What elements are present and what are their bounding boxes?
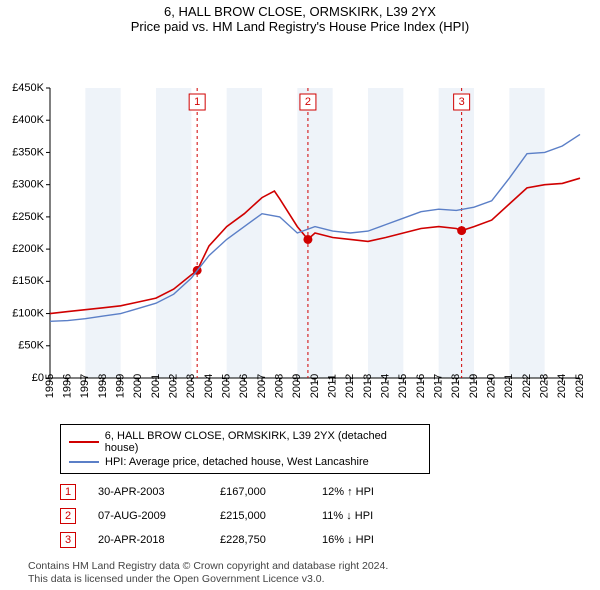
svg-text:2022: 2022 [521, 374, 533, 398]
svg-text:2013: 2013 [362, 374, 374, 398]
svg-text:2025: 2025 [574, 374, 586, 398]
svg-text:£350K: £350K [12, 146, 44, 158]
svg-text:2009: 2009 [291, 374, 303, 398]
price-chart: £0 £50K £100K £150K £200K £250K £300K £350K £400… [0, 38, 600, 418]
svg-text:1998: 1998 [97, 374, 109, 398]
svg-text:2002: 2002 [168, 374, 180, 398]
transaction-marker-badge: 1 [60, 484, 76, 500]
transaction-marker-badge: 2 [60, 508, 76, 524]
legend-swatch [69, 441, 99, 443]
svg-text:2004: 2004 [203, 374, 215, 398]
transaction-price: £167,000 [220, 486, 300, 498]
svg-text:2: 2 [305, 96, 311, 108]
svg-text:3: 3 [459, 96, 465, 108]
transaction-date: 07-AUG-2009 [98, 510, 198, 522]
transaction-date: 20-APR-2018 [98, 534, 198, 546]
svg-text:2016: 2016 [415, 374, 427, 398]
page-subtitle: Price paid vs. HM Land Registry's House … [0, 19, 600, 38]
svg-text:£250K: £250K [12, 211, 44, 223]
table-row: 2 07-AUG-2009 £215,000 11% ↓ HPI [60, 504, 600, 528]
svg-text:1999: 1999 [115, 374, 127, 398]
transaction-delta: 16% ↓ HPI [322, 534, 412, 546]
legend-label: HPI: Average price, detached house, West… [105, 456, 369, 468]
table-row: 3 20-APR-2018 £228,750 16% ↓ HPI [60, 528, 600, 552]
svg-text:2000: 2000 [132, 374, 144, 398]
svg-text:2010: 2010 [309, 374, 321, 398]
svg-text:£450K: £450K [12, 82, 44, 94]
svg-text:2005: 2005 [221, 374, 233, 398]
svg-text:£300K: £300K [12, 179, 44, 191]
svg-text:1996: 1996 [62, 374, 74, 398]
svg-text:2019: 2019 [468, 374, 480, 398]
chart-legend: 6, HALL BROW CLOSE, ORMSKIRK, L39 2YX (d… [60, 424, 430, 474]
svg-text:1997: 1997 [79, 374, 91, 398]
svg-text:2012: 2012 [344, 374, 356, 398]
svg-text:2014: 2014 [380, 374, 392, 398]
svg-text:1995: 1995 [44, 374, 56, 398]
attribution-footer: Contains HM Land Registry data © Crown c… [28, 560, 600, 586]
svg-text:2006: 2006 [238, 374, 250, 398]
svg-text:£50K: £50K [18, 340, 44, 352]
transaction-price: £215,000 [220, 510, 300, 522]
svg-text:£400K: £400K [12, 114, 44, 126]
svg-text:£200K: £200K [12, 243, 44, 255]
svg-text:2020: 2020 [486, 374, 498, 398]
svg-text:2023: 2023 [539, 374, 551, 398]
table-row: 1 30-APR-2003 £167,000 12% ↑ HPI [60, 480, 600, 504]
legend-item: HPI: Average price, detached house, West… [69, 455, 421, 469]
svg-text:2003: 2003 [185, 374, 197, 398]
svg-text:2024: 2024 [556, 374, 568, 398]
transaction-date: 30-APR-2003 [98, 486, 198, 498]
legend-item: 6, HALL BROW CLOSE, ORMSKIRK, L39 2YX (d… [69, 429, 421, 455]
svg-text:£150K: £150K [12, 275, 44, 287]
legend-swatch [69, 461, 99, 463]
svg-text:2018: 2018 [450, 374, 462, 398]
footer-line: Contains HM Land Registry data © Crown c… [28, 560, 600, 573]
svg-text:2011: 2011 [327, 374, 339, 398]
svg-text:2001: 2001 [150, 374, 162, 398]
svg-text:£0: £0 [32, 372, 44, 384]
svg-text:2008: 2008 [274, 374, 286, 398]
transaction-delta: 12% ↑ HPI [322, 486, 412, 498]
svg-text:2017: 2017 [433, 374, 445, 398]
page-title: 6, HALL BROW CLOSE, ORMSKIRK, L39 2YX [0, 0, 600, 19]
svg-text:£100K: £100K [12, 307, 44, 319]
transaction-delta: 11% ↓ HPI [322, 510, 412, 522]
transactions-table: 1 30-APR-2003 £167,000 12% ↑ HPI 2 07-AUG-200… [60, 480, 600, 552]
transaction-marker-badge: 3 [60, 532, 76, 548]
footer-line: This data is licensed under the Open Gov… [28, 573, 600, 586]
svg-text:2021: 2021 [503, 374, 515, 398]
transaction-price: £228,750 [220, 534, 300, 546]
svg-text:1: 1 [194, 96, 200, 108]
svg-text:2007: 2007 [256, 374, 268, 398]
svg-text:2015: 2015 [397, 374, 409, 398]
legend-label: 6, HALL BROW CLOSE, ORMSKIRK, L39 2YX (d… [105, 430, 421, 454]
